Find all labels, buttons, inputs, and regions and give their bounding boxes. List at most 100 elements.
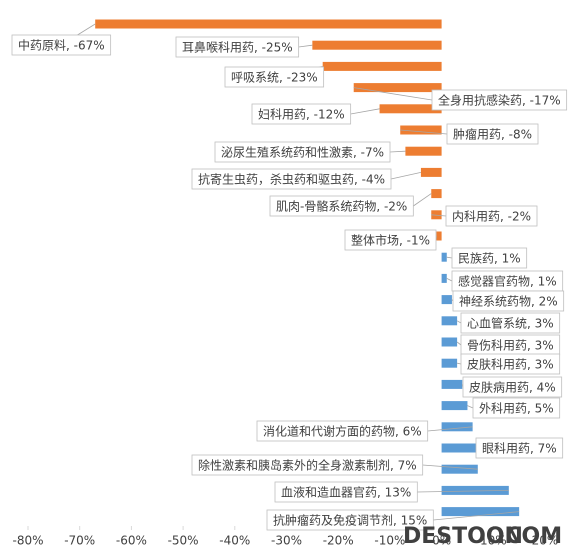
data-label: 感觉器官药物, 1% [458, 274, 557, 289]
data-label: 骨伤科用药, 3% [467, 339, 554, 353]
x-tick-label: -60% [116, 534, 147, 548]
bar [420, 167, 442, 177]
x-tick-label: -70% [64, 534, 95, 548]
data-label: 民族药, 1% [458, 252, 521, 266]
x-tick-label: 20% [532, 534, 559, 548]
leader-line [456, 320, 462, 324]
label-box [11, 34, 112, 56]
data-label: 全身用抗感染药, -17% [438, 93, 561, 108]
label-box [445, 205, 538, 227]
label-box [191, 454, 424, 476]
leader-line [298, 44, 313, 48]
leader-line [446, 256, 453, 259]
data-label: 整体市场, -1% [351, 233, 430, 248]
x-tick-label: -20% [323, 534, 354, 548]
x-tick-label: -10% [374, 534, 405, 548]
data-label: 皮肤科用药, 3% [467, 357, 554, 372]
label-box [256, 420, 429, 442]
bar [441, 401, 468, 411]
leader-line [433, 511, 520, 521]
bar [400, 125, 442, 135]
leader-line [456, 341, 462, 346]
label-box [266, 509, 434, 531]
bar [441, 337, 458, 347]
data-label: 中药原料, -67% [18, 38, 105, 53]
x-tick-label: -30% [271, 534, 302, 548]
leader-line [353, 87, 433, 101]
leader-line [413, 193, 432, 207]
bar [441, 422, 473, 432]
leader-line [390, 172, 422, 180]
x-tick-label: -50% [168, 534, 199, 548]
watermark: DESTOON [403, 524, 523, 549]
data-label: 抗寄生虫药，杀虫药和驱虫药, -4% [198, 172, 385, 187]
data-label: 神经系统药物, 2% [459, 295, 558, 309]
bar [441, 316, 458, 326]
label-box [452, 290, 565, 312]
bar [312, 40, 442, 50]
label-box [472, 397, 561, 419]
x-tick-label: -80% [12, 534, 43, 548]
data-label: 皮肤病用药, 4% [469, 380, 556, 395]
label-box [344, 229, 437, 251]
label-box [446, 123, 539, 145]
bar [441, 379, 463, 389]
label-box [451, 247, 528, 269]
label-box [460, 353, 561, 375]
bar [322, 61, 442, 71]
data-label: 耳鼻喉科用药, -25% [182, 40, 293, 55]
label-box [460, 312, 561, 334]
bar [441, 295, 452, 305]
bar [441, 443, 478, 453]
data-label: 妇科用药, -12% [258, 108, 345, 122]
bar [379, 104, 442, 114]
label-box [175, 36, 300, 58]
data-label: 外科用药, 5% [479, 402, 554, 416]
label-box [431, 89, 568, 111]
data-label: 眼科用药, 7% [482, 442, 557, 456]
data-label: 内科用药, -2% [452, 210, 531, 224]
bar [436, 231, 442, 241]
label-box [269, 195, 414, 217]
leader-line [389, 150, 406, 153]
leader-line [446, 278, 453, 282]
leader-line [422, 464, 478, 470]
bar [353, 83, 442, 93]
bar [441, 358, 458, 368]
data-label: 消化道和代谢方面的药物, 6% [263, 424, 422, 439]
label-box [191, 168, 392, 190]
bar [405, 146, 442, 156]
label-box [274, 481, 418, 503]
bar [441, 464, 478, 474]
bar [431, 189, 442, 199]
data-label: 血液和造血器官药, 13% [281, 485, 411, 500]
leader-line [417, 490, 509, 493]
plot-area: -80% -70% -60% -50% -40% -30% -20% -10% 0% 10% 20%… [11, 19, 568, 548]
leader-line [400, 129, 448, 135]
data-label: 抗肿瘤药及免疫调节剂, 15% [273, 513, 427, 528]
label-box [462, 376, 563, 398]
data-label: 心血管系统, 3% [467, 316, 554, 331]
x-tick-label: 0% [432, 534, 451, 548]
label-box [214, 141, 391, 163]
bar [441, 485, 509, 495]
leader-line [350, 108, 380, 115]
leader-line [467, 405, 474, 409]
label-box [251, 103, 352, 125]
data-label: 肿瘤用药, -8% [453, 127, 532, 142]
x-tick-label: -40% [219, 534, 250, 548]
watermark: .COM [497, 524, 562, 549]
bar [431, 210, 442, 220]
leader-line [457, 362, 462, 365]
data-label: 泌尿生殖系统药和性激素, -7% [221, 145, 384, 160]
leader-line [427, 426, 473, 432]
bar [95, 19, 442, 29]
data-label: 除性激素和胰岛素外的全身激素制剂, 7% [198, 458, 417, 473]
label-box [475, 437, 564, 459]
bar [441, 252, 447, 262]
x-tick-label: 10% [480, 534, 507, 548]
data-label: 呼吸系统, -23% [231, 71, 318, 85]
label-box [224, 66, 325, 88]
bar [441, 273, 447, 283]
